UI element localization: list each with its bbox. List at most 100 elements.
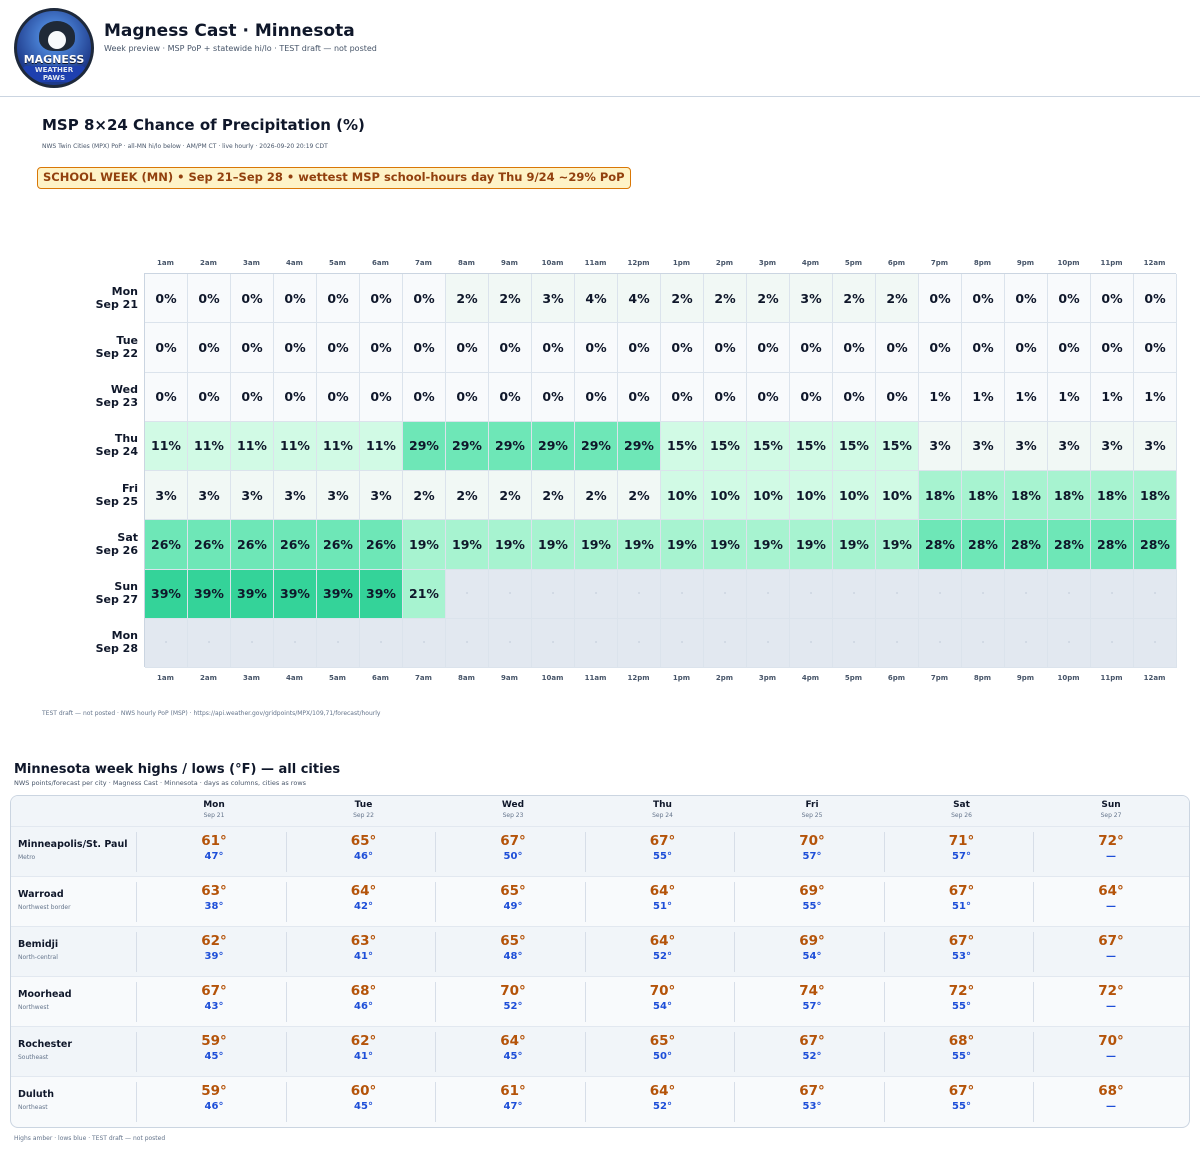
hour-tick-label: 5am xyxy=(329,674,346,682)
pop-cell: 0% xyxy=(575,323,618,373)
day-name: Mon xyxy=(111,629,138,643)
hour-tick-label: 12pm xyxy=(627,674,650,682)
pop-cell: 19% xyxy=(575,520,618,570)
column-divider xyxy=(285,882,287,922)
city-name: Bemidji xyxy=(18,939,59,950)
hour-tick-label: 9pm xyxy=(1016,674,1035,682)
temp-cell: 72° 55° xyxy=(887,983,1037,1015)
pop-cell: 3% xyxy=(1091,421,1134,471)
pop-cell: 0% xyxy=(1134,274,1177,324)
column-divider xyxy=(136,1032,137,1072)
low-temp: 50° xyxy=(653,1051,672,1062)
pop-cell: 0% xyxy=(1048,274,1091,324)
low-temp: 41° xyxy=(354,951,373,962)
pop-cell: 0% xyxy=(919,323,962,373)
pop-cell: 0% xyxy=(833,323,876,373)
column-divider xyxy=(584,882,586,922)
hour-tick-label: 1pm xyxy=(672,674,691,682)
pop-cell: 0% xyxy=(1005,323,1048,373)
hour-tick-label: 5pm xyxy=(844,259,863,267)
high-temp: 59° xyxy=(201,1083,227,1099)
pop-cell: 3% xyxy=(145,471,188,521)
school-week-banner: SCHOOL WEEK (MN) • Sep 21–Sep 28 • wette… xyxy=(37,167,631,189)
day-date: Sep 23 xyxy=(502,812,524,819)
pop-cell: 0% xyxy=(661,323,704,373)
pop-cell: 0% xyxy=(876,372,919,422)
column-divider xyxy=(883,882,885,922)
pop-cell: · xyxy=(1005,569,1048,619)
low-temp: 48° xyxy=(503,951,523,962)
temp-cell: 68° 55° xyxy=(887,1033,1037,1065)
pop-cell: · xyxy=(1005,618,1048,668)
high-temp: 70° xyxy=(799,833,825,849)
temp-cell: 63° 41° xyxy=(289,933,439,965)
pop-cell: 2% xyxy=(704,274,747,324)
pop-cell: 28% xyxy=(1134,520,1177,570)
low-temp: 55° xyxy=(952,1101,971,1112)
temp-cell: 67° 53° xyxy=(737,1083,887,1115)
pop-cell: 0% xyxy=(618,323,661,373)
pop-cell: 0% xyxy=(317,323,360,373)
day-date: Sep 23 xyxy=(95,396,138,410)
pop-cell: 39% xyxy=(317,569,360,619)
high-temp: 65° xyxy=(649,1033,676,1049)
low-temp: 46° xyxy=(204,1101,224,1112)
temp-cell: 64° 52° xyxy=(588,933,738,965)
temp-cell: 61° 47° xyxy=(438,1083,588,1115)
day-date: Sep 26 xyxy=(95,543,138,557)
column-divider xyxy=(1033,1032,1034,1072)
hour-tick-label: 10am xyxy=(541,259,564,267)
highlow-table: Mon Sep 21 Tue Sep 22 Wed Sep 23 Thu Sep 24 Fri S… xyxy=(10,795,1190,1128)
column-divider xyxy=(285,932,287,972)
pop-cell: 19% xyxy=(403,520,446,570)
hour-tick-label: 6am xyxy=(372,259,389,267)
day-date: Sep 28 xyxy=(95,642,138,656)
temp-cell: 70° 57° xyxy=(737,833,887,865)
column-divider xyxy=(1033,982,1034,1022)
pop-cell: 11% xyxy=(188,421,231,471)
pop-cell: 29% xyxy=(403,421,446,471)
pop-cell: 29% xyxy=(575,421,618,471)
pop-cell: 3% xyxy=(360,471,403,521)
column-divider xyxy=(285,832,287,872)
low-temp: 45° xyxy=(354,1101,373,1112)
pop-cell: 2% xyxy=(661,274,704,324)
pop-cell: 28% xyxy=(919,520,962,570)
city-region: Northwest border xyxy=(18,904,71,911)
low-temp: 55° xyxy=(802,901,822,912)
city-name: Warroad xyxy=(18,889,64,900)
day-date: Sep 21 xyxy=(95,297,138,311)
high-temp: 68° xyxy=(1098,1083,1124,1099)
magness-logo: MAGNESS WEATHER PAWS xyxy=(14,8,94,88)
low-temp: — xyxy=(1106,851,1116,862)
high-temp: 72° xyxy=(1098,983,1124,999)
logo-text-main: MAGNESS xyxy=(23,53,85,66)
low-temp: 41° xyxy=(354,1051,373,1062)
column-divider xyxy=(435,932,436,972)
high-temp: 67° xyxy=(649,833,676,849)
day-name: Mon xyxy=(203,800,225,810)
temp-cell: 62° 39° xyxy=(139,933,289,965)
temp-cell: 68° 46° xyxy=(289,983,439,1015)
column-divider xyxy=(435,832,436,872)
pop-cell: · xyxy=(231,618,274,668)
high-temp: 65° xyxy=(350,833,377,849)
temp-cell: 63° 38° xyxy=(139,883,289,915)
column-divider xyxy=(883,1032,885,1072)
pop-cell: 0% xyxy=(962,323,1005,373)
pop-cell: 0% xyxy=(403,372,446,422)
pop-cell: · xyxy=(188,618,231,668)
low-temp: 46° xyxy=(354,1001,373,1012)
pop-cell: 18% xyxy=(1091,471,1134,521)
low-temp: 52° xyxy=(653,1101,672,1112)
pop-cell: · xyxy=(317,618,360,668)
high-temp: 65° xyxy=(500,883,526,899)
pop-cell: 0% xyxy=(575,372,618,422)
pop-cell: 0% xyxy=(145,323,188,373)
pop-cell: 10% xyxy=(661,471,704,521)
low-temp: 45° xyxy=(503,1051,523,1062)
high-temp: 69° xyxy=(799,883,825,899)
pop-cell: · xyxy=(661,569,704,619)
pop-cell: · xyxy=(489,569,532,619)
pop-cell: 19% xyxy=(747,520,790,570)
